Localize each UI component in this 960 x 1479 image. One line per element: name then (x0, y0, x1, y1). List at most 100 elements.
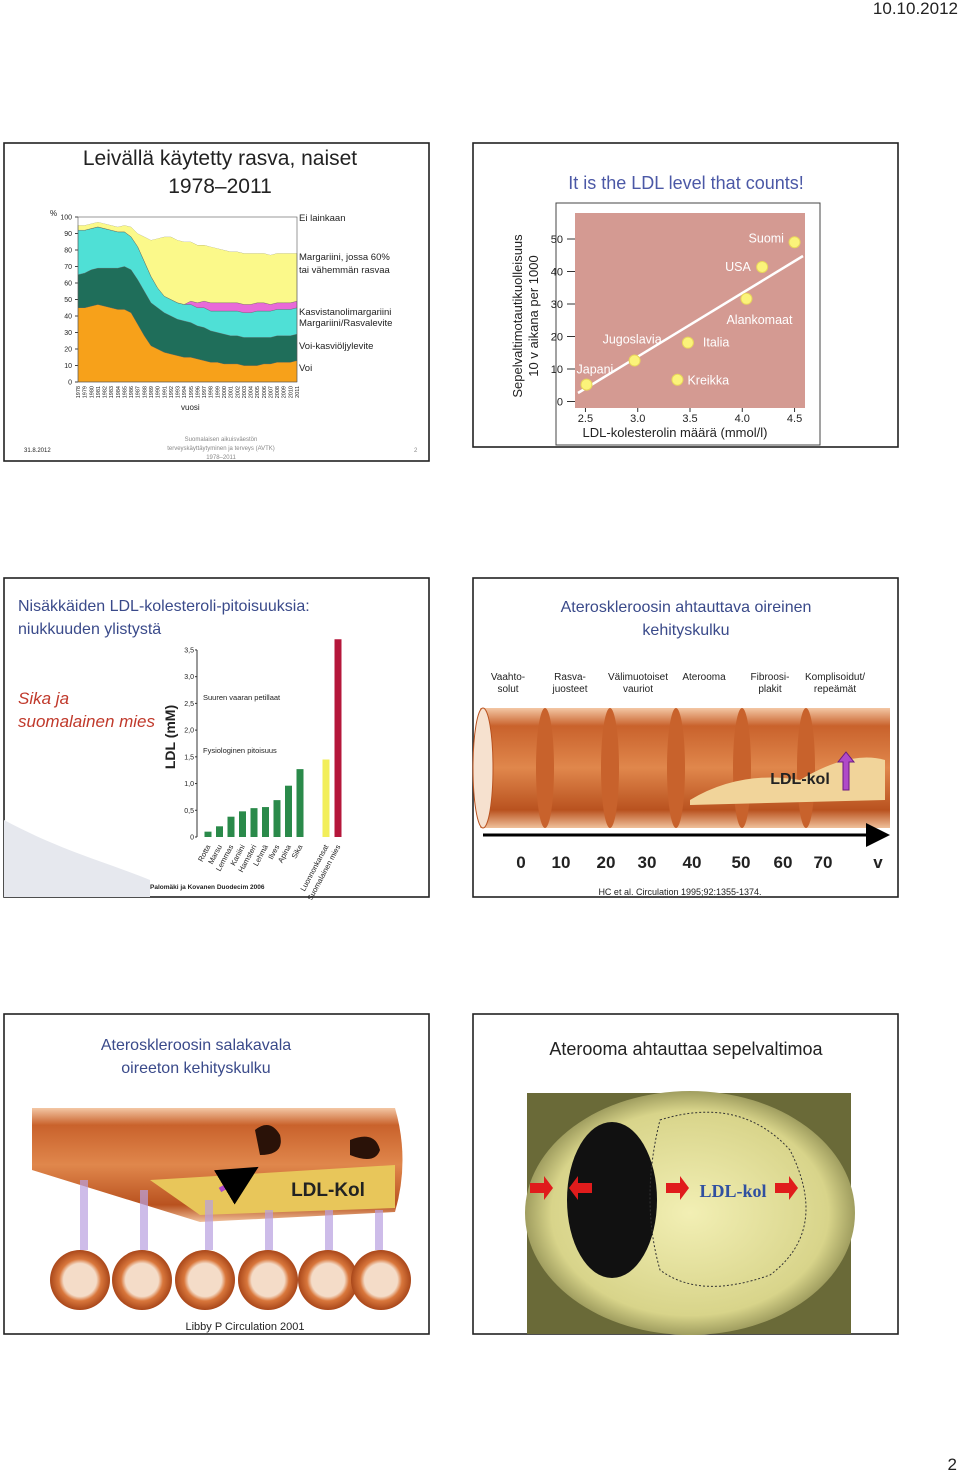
timeline-label: 20 (597, 853, 616, 872)
y-axis-label: LDL (mM) (162, 705, 178, 769)
data-point (628, 354, 641, 367)
legend-label: Voi-kasviöljylevite (299, 341, 373, 352)
slide-title: Nisäkkäiden LDL-kolesteroli-pitoisuuksia… (18, 598, 310, 638)
stage-label: Rasva-juosteet (551, 672, 587, 695)
citation: HC et al. Circulation 1995;92:1355-1374. (598, 887, 761, 897)
slide-title: Ateroskleroosin salakavala oireeton kehit… (101, 1037, 291, 1077)
trend-line (577, 254, 804, 395)
x-tick-label: 4.0 (735, 413, 750, 425)
cross-section (50, 1250, 110, 1310)
data-point (756, 260, 769, 273)
bar (239, 811, 246, 837)
connector (375, 1210, 383, 1250)
x-tick-label: 2006 (262, 386, 268, 398)
x-tick-label: 1997 (202, 386, 208, 398)
x-tick-label: 1983 (109, 386, 115, 398)
connector (325, 1210, 333, 1250)
legend-label: Margariini/Rasvalevite (299, 318, 392, 329)
connector (140, 1190, 148, 1250)
y-tick-label: 30 (64, 330, 72, 337)
arrow (775, 1176, 798, 1200)
bar (216, 826, 223, 837)
x-tick-label: 1990 (156, 386, 162, 398)
y-axis-label: Sepelvaltimotautikuolleisuus10 v aikana … (510, 234, 541, 398)
x-tick-label: 2.5 (578, 413, 593, 425)
y-tick-label: 3,0 (184, 674, 194, 681)
arrow (530, 1176, 553, 1200)
x-tick-label: 1979 (83, 386, 89, 398)
artery-seam (601, 708, 619, 828)
x-tick-label: 1993 (176, 386, 182, 398)
cross-section (298, 1250, 358, 1310)
data-point (681, 336, 694, 349)
y-tick-label: 70 (64, 264, 72, 271)
x-tick-label: 3.5 (682, 413, 697, 425)
y-tick-label: 100 (60, 215, 72, 222)
bar (227, 816, 235, 837)
cross-section (238, 1250, 298, 1310)
x-tick-label: 1998 (209, 386, 215, 398)
y-tick-label: 40 (64, 314, 72, 321)
y-axis-label: % (50, 209, 57, 218)
x-tick-label: 2000 (222, 386, 228, 398)
slide-date: 31.8.2012 (24, 448, 51, 454)
data-point (580, 378, 593, 391)
y-tick-label: 30 (551, 299, 563, 311)
artery-illustration (472, 707, 890, 829)
x-tick-label: 1991 (162, 386, 168, 398)
artery-seam (536, 708, 554, 828)
bar (204, 831, 212, 837)
arrow (666, 1176, 689, 1200)
annotation: Fysiologinen pitoisuus (203, 746, 277, 755)
connectors (80, 1180, 383, 1250)
artery-seam (733, 708, 751, 828)
y-tick-label: 0 (190, 835, 194, 842)
slide-title: Ateroskleroosin ahtauttava oireinen kehit… (561, 599, 812, 639)
y-tick-label: 50 (551, 234, 563, 246)
side-text: Sika ja suomalainen mies (18, 689, 156, 731)
data-point (671, 373, 684, 386)
x-tick-label: 2003 (242, 386, 248, 398)
x-tick-label: 1999 (215, 386, 221, 398)
y-tick-label: 80 (64, 248, 72, 255)
timeline-label: 40 (683, 853, 702, 872)
bar (285, 785, 292, 837)
timeline-label: 10 (552, 853, 571, 872)
x-axis-label: vuosi (181, 403, 200, 412)
photo (525, 1091, 855, 1335)
x-tick-label: 2007 (268, 386, 274, 398)
x-axis-label: LDL-kolesterolin määrä (mmol/l) (583, 425, 768, 440)
point-label: Alankomaat (726, 313, 793, 327)
y-tick-label: 0,5 (184, 808, 194, 815)
x-tick-label: 1996 (195, 386, 201, 398)
timeline-label: 30 (638, 853, 657, 872)
plot-area (575, 213, 805, 408)
y-tick-label: 90 (64, 231, 72, 238)
y-tick-label: 1,0 (184, 781, 194, 788)
x-tick-label: 1980 (89, 386, 95, 398)
x-tick-label: 1984 (116, 386, 122, 398)
x-tick-label: 3.0 (630, 413, 645, 425)
timeline-label: 50 (732, 853, 751, 872)
point-label: Jugoslavia (603, 333, 662, 347)
artery-seam (797, 708, 815, 828)
x-tick-label: 2010 (288, 386, 294, 398)
stage-label: Fibroosi-plakit (751, 672, 790, 695)
arrow (836, 751, 856, 791)
cross-section (112, 1250, 172, 1310)
area-series (78, 217, 297, 255)
x-tick-label: 1986 (129, 386, 135, 398)
x-tick-label: 2009 (282, 386, 288, 398)
x-tick-label: 2005 (255, 386, 261, 398)
bar (296, 769, 304, 837)
point-label: Japani (577, 363, 614, 377)
x-tick-label: 2002 (235, 386, 241, 398)
citation: Libby P Circulation 2001 (185, 1321, 304, 1333)
timeline-label: 60 (774, 853, 793, 872)
slide-number: 2 (414, 448, 418, 454)
plaque-outline (649, 1111, 807, 1287)
page-date: 10.10.2012 (873, 0, 958, 18)
legend-label: Voi (299, 363, 312, 374)
